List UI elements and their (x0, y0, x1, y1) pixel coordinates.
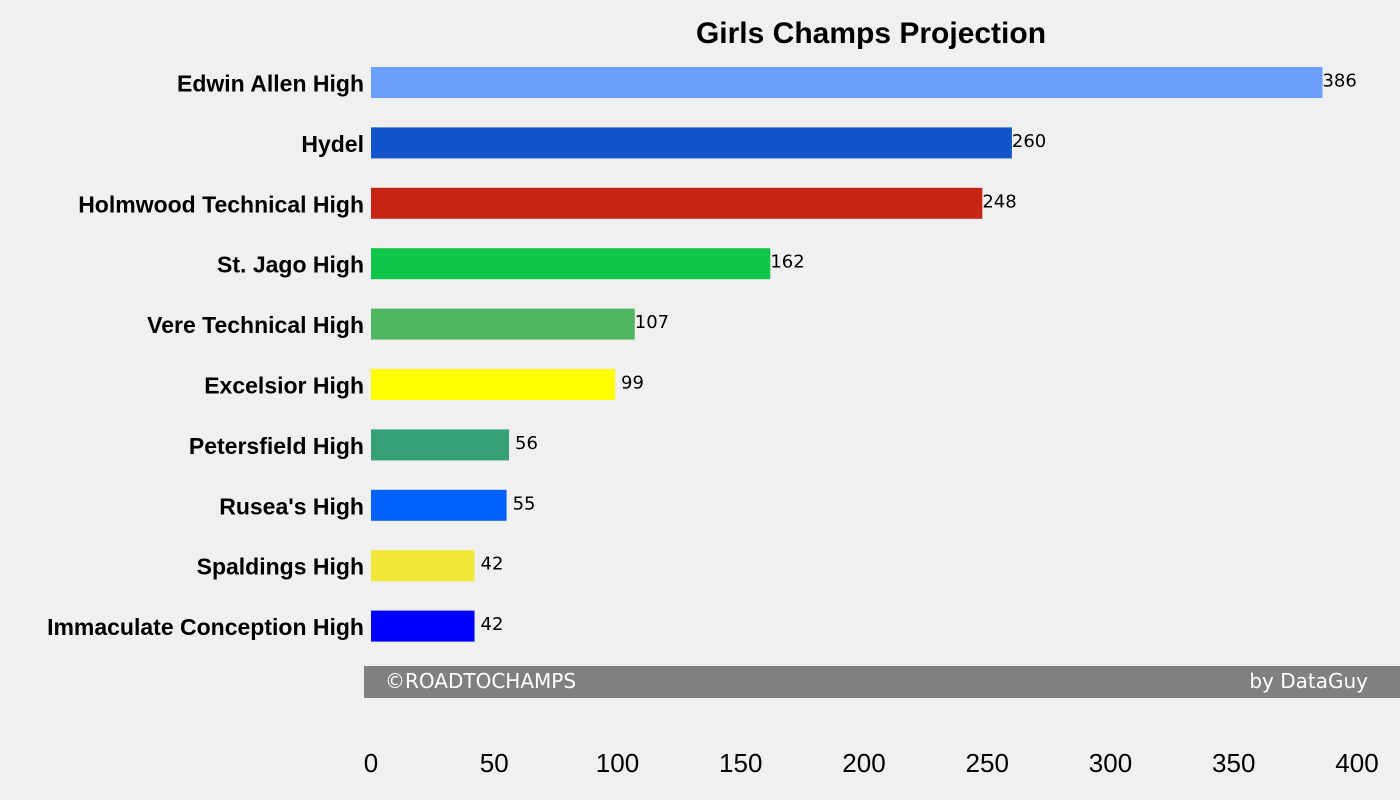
x-tick-label: 200 (842, 748, 885, 778)
x-tick-label: 50 (480, 748, 509, 778)
category-label: Vere Technical High (147, 312, 364, 338)
x-tick-label: 100 (596, 748, 639, 778)
x-tick-label: 250 (966, 748, 1009, 778)
category-label: Excelsior High (204, 373, 364, 399)
value-label: 386 (1322, 71, 1356, 92)
category-label: Rusea's High (219, 493, 364, 519)
x-tick-label: 300 (1089, 748, 1132, 778)
footer-background (364, 666, 1400, 698)
x-tick-label: 0 (364, 748, 378, 778)
x-axis-ticks: 0 50 100 150 200 250 300 350 400 (364, 748, 1379, 778)
bar (371, 610, 475, 642)
x-tick-label: 400 (1335, 748, 1378, 778)
category-label: Hydel (301, 131, 364, 157)
value-label: 56 (515, 433, 538, 454)
bars-layer: Edwin Allen High 386 Hydel 260 Holmwood Tech… (47, 67, 1357, 642)
footer-copyright: ©ROADTOCHAMPS (385, 669, 576, 693)
category-label: St. Jago High (217, 252, 364, 278)
bar (371, 369, 616, 400)
bar (371, 308, 635, 340)
value-label: 248 (982, 191, 1016, 212)
bar (371, 550, 475, 582)
bar (371, 248, 771, 280)
value-label: 99 (621, 373, 644, 394)
bar (371, 67, 1323, 98)
value-label: 162 (770, 252, 804, 273)
category-label: Petersfield High (189, 433, 364, 459)
x-tick-label: 350 (1212, 748, 1255, 778)
bar (371, 187, 983, 219)
bar (371, 127, 1012, 159)
value-label: 55 (513, 493, 536, 514)
bar (371, 489, 507, 521)
bar (371, 429, 510, 461)
value-label: 42 (481, 614, 504, 635)
footer-credit: by DataGuy (1249, 669, 1368, 693)
category-label: Spaldings High (197, 554, 364, 580)
footer-band: ©ROADTOCHAMPS by DataGuy (364, 666, 1400, 698)
chart-title: Girls Champs Projection (696, 17, 1046, 50)
x-tick-label: 150 (719, 748, 762, 778)
value-label: 260 (1012, 131, 1046, 152)
value-label: 42 (481, 554, 504, 575)
value-label: 107 (635, 312, 669, 333)
category-label: Holmwood Technical High (78, 191, 364, 217)
category-label: Immaculate Conception High (47, 614, 364, 640)
category-label: Edwin Allen High (177, 71, 364, 97)
